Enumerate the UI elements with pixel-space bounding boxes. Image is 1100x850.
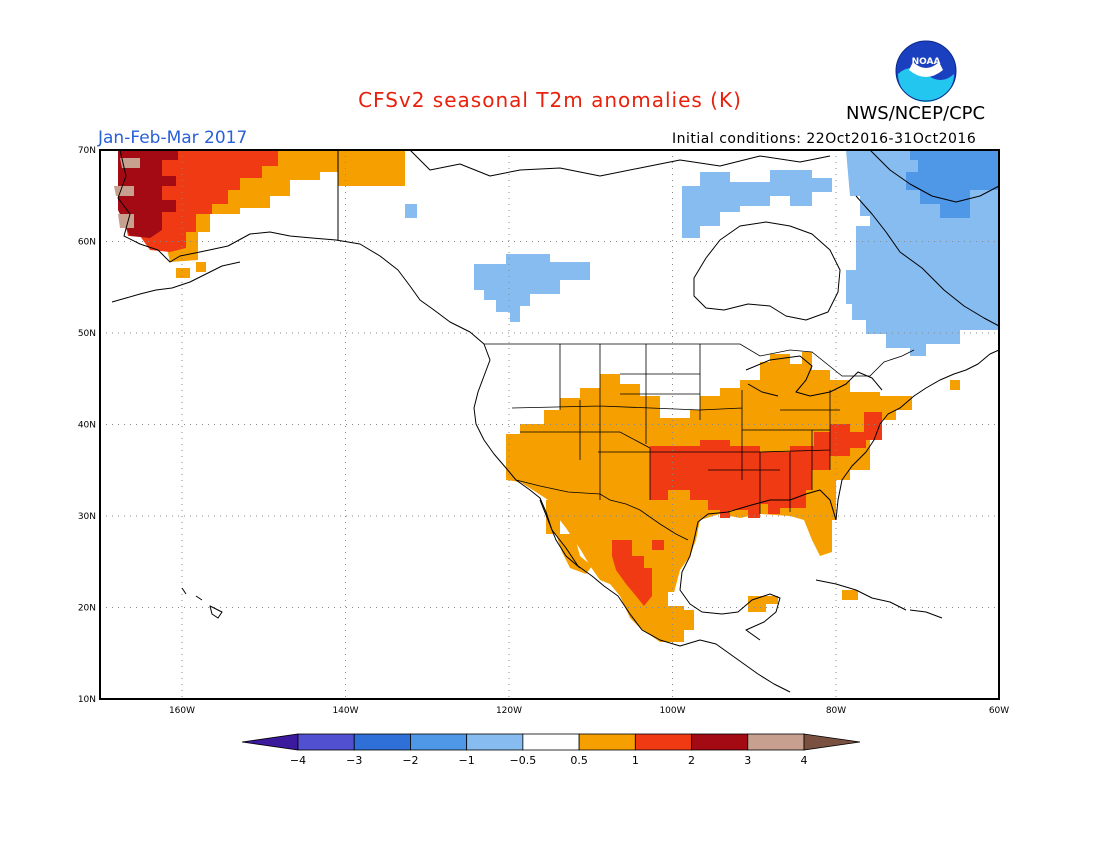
colorbar-label: −0.5	[510, 754, 537, 767]
lon-tick-labels: 160W 140W 120W 100W 80W 60W	[169, 706, 1009, 716]
lon-tick-label: 160W	[169, 706, 195, 716]
labrador-coast	[855, 195, 1000, 327]
bc-cold-patch	[405, 204, 417, 218]
east-coast	[835, 349, 1000, 521]
colorbar-label: −2	[402, 754, 418, 767]
colorbar-max-arrow	[803, 733, 861, 751]
lon-tick-label: 60W	[989, 706, 1009, 716]
hawaii-coast	[181, 587, 223, 619]
hudson-bay-coast	[693, 221, 841, 321]
us-mexico-border	[515, 479, 689, 541]
lat-tick-label: 70N	[78, 146, 96, 156]
aleutians-coast	[111, 261, 241, 303]
alaska-warm-patch	[176, 268, 190, 278]
mexico-warm-mid	[612, 540, 652, 606]
lat-tick-label: 10N	[78, 695, 96, 705]
colorbar-swatch	[466, 733, 524, 751]
lat-tick-label: 30N	[78, 512, 96, 522]
lat-tick-label: 40N	[78, 421, 96, 431]
state-lines	[511, 344, 840, 514]
colorbar-label: −3	[346, 754, 362, 767]
great-lakes	[745, 355, 883, 397]
anomaly-shading	[114, 150, 999, 642]
gulf-white-hole	[668, 592, 688, 606]
colorbar-min-arrow	[241, 733, 299, 751]
arctic-coast	[409, 149, 831, 177]
greenland-coast	[869, 149, 1000, 203]
alaska-coast	[117, 149, 485, 345]
lat-tick-label: 60N	[78, 238, 96, 248]
colorbar-swatch	[410, 733, 468, 751]
colorbar-label: 4	[801, 754, 808, 767]
lat-tick-label: 20N	[78, 604, 96, 614]
lon-tick-label: 120W	[496, 706, 522, 716]
logo-text: NOAA	[912, 57, 941, 67]
labrador-cold-mid	[906, 150, 999, 218]
lon-tick-label: 80W	[826, 706, 846, 716]
initial-conditions-label: Initial conditions: 22Oct2016-31Oct2016	[672, 131, 977, 147]
lon-tick-label: 100W	[659, 706, 685, 716]
yukon-warm-patch	[196, 262, 206, 272]
state-borders	[484, 343, 915, 541]
colorbar-swatch	[297, 733, 355, 751]
us-canada-border	[484, 343, 915, 377]
colorbar-label: 3	[744, 754, 751, 767]
colorbar-swatch	[691, 733, 749, 751]
colorbar-swatch	[634, 733, 692, 751]
colorbar-label: 0.5	[570, 754, 588, 767]
colorbar-label: 2	[688, 754, 695, 767]
noaa-logo-icon: NOAA	[895, 40, 957, 102]
colorbar-label: 1	[632, 754, 639, 767]
colorbar-label: −4	[290, 754, 306, 767]
agency-label: NWS/NCEP/CPC	[846, 103, 986, 124]
coastlines	[111, 149, 1000, 693]
colorbar-swatch	[522, 733, 580, 751]
colorbar-swatch	[578, 733, 636, 751]
cuba-warm	[842, 590, 858, 600]
baja-warm-south	[556, 534, 592, 574]
colorbar-swatch	[353, 733, 411, 751]
west-coast	[473, 343, 791, 693]
map-border	[99, 149, 1000, 700]
colorbar-label: −1	[459, 754, 475, 767]
nova-scotia-warm	[950, 380, 960, 390]
lon-tick-label: 140W	[332, 706, 358, 716]
yucatan-warm	[748, 596, 778, 612]
nc-warm-mid	[864, 412, 882, 440]
baja-warm	[546, 500, 560, 534]
alaska-warm-extreme	[114, 158, 140, 228]
cuba-coast	[815, 579, 907, 611]
mexico-warm-mid-patch	[652, 540, 664, 550]
colorbar-swatch	[747, 733, 805, 751]
hudson-cold	[682, 170, 832, 238]
baja-coast	[539, 499, 581, 569]
lat-tick-labels: 70N 60N 50N 40N 30N 20N 10N	[78, 146, 96, 705]
forecast-period: Jan-Feb-Mar 2017	[98, 128, 248, 148]
color-bar: −4 −3 −2 −1 −0.5 0.5 1 2 3 4	[241, 733, 861, 767]
chart-title: CFSv2 seasonal T2m anomalies (K)	[358, 88, 742, 112]
nw-canada-cold	[474, 254, 590, 322]
lat-tick-label: 50N	[78, 329, 96, 339]
hispaniola-coast	[909, 609, 943, 619]
